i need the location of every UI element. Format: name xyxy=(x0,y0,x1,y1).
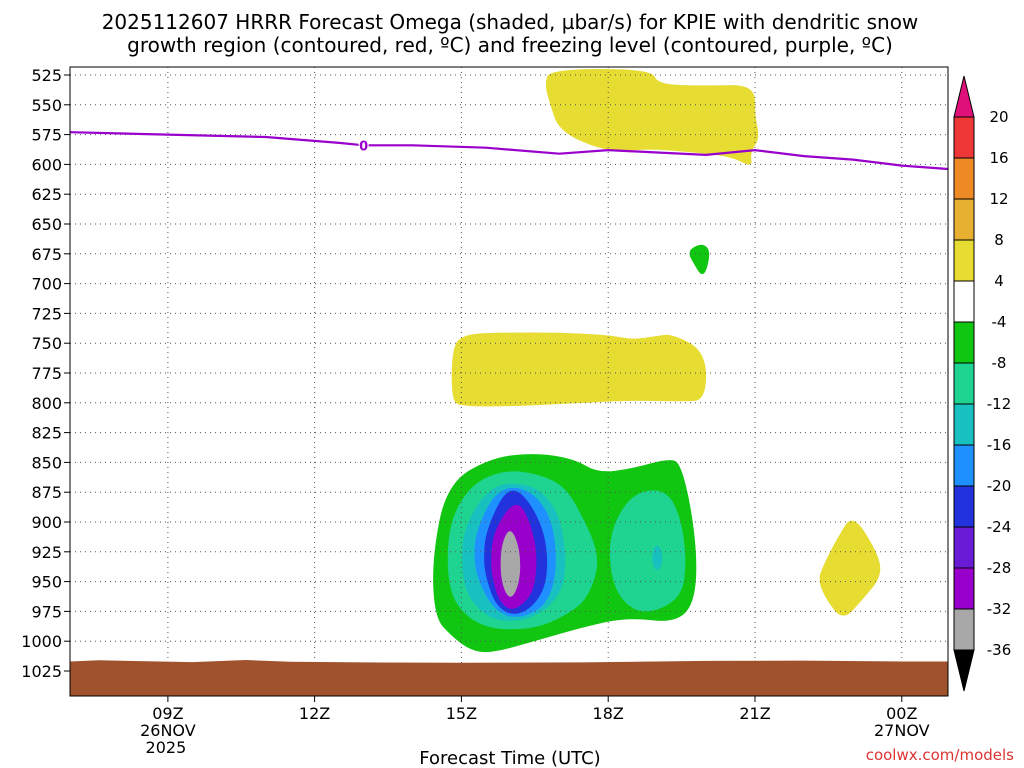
colorbar-tick-label: 4 xyxy=(994,272,1004,290)
shaded-region-small-descent-700 xyxy=(689,244,710,275)
shaded-region-ascent-far-right xyxy=(819,520,881,616)
colorbar-swatch xyxy=(953,526,975,569)
colorbar-swatch xyxy=(953,403,975,446)
shaded-region-mid-ascent-775 xyxy=(451,332,707,407)
y-tick-label: 750 xyxy=(31,334,62,353)
colorbar-swatch xyxy=(953,444,975,487)
y-tick-label: 600 xyxy=(31,155,62,174)
colorbar-swatch xyxy=(953,280,975,323)
y-tick-label: 950 xyxy=(31,573,62,592)
y-tick-label: 825 xyxy=(31,424,62,443)
colorbar-swatch xyxy=(953,608,975,651)
shaded-region-small-cyan-spot xyxy=(652,545,663,570)
y-tick-label: 1000 xyxy=(21,632,62,651)
colorbar-swatch xyxy=(953,198,975,241)
freezing-level-line xyxy=(70,131,948,171)
x-tick-date: 27NOV xyxy=(874,721,930,740)
x-tick-label: 15Z xyxy=(446,704,477,723)
colorbar-over-triangle xyxy=(953,75,975,118)
colorbar-tick-label: -8 xyxy=(992,354,1007,372)
terrain-layer xyxy=(70,660,948,696)
x-axis-label: Forecast Time (UTC) xyxy=(419,748,600,768)
terrain-fill xyxy=(70,660,948,696)
x-tick-label: 00Z xyxy=(886,704,917,723)
colorbar-legend: -36 -32 -28 -24 -20 -16 -12 -8 -4 4 8 12 16 20 xyxy=(953,75,1012,692)
colorbar-tick-label: -4 xyxy=(992,313,1007,331)
y-tick-label: 575 xyxy=(31,126,62,145)
shaded-region-descent-teal-right xyxy=(609,490,686,612)
freezing-level-label-bg xyxy=(358,137,369,152)
y-axis-pressure-ticks: 525 550 575 600 625 650 675 700 725 750 775 800 825 8… xyxy=(21,66,70,681)
colorbar-swatch xyxy=(953,239,975,282)
plot-frame xyxy=(69,66,949,697)
y-tick-label: 850 xyxy=(31,453,62,472)
x-tick-label: 18Z xyxy=(593,704,624,723)
y-tick-label: 775 xyxy=(31,364,62,383)
colorbar-swatch xyxy=(953,567,975,610)
y-tick-label: 700 xyxy=(31,275,62,294)
chart-title-line-2: growth region (contoured, red, ºC) and f… xyxy=(127,33,893,57)
colorbar-swatch xyxy=(953,157,975,200)
x-tick-year: 2025 xyxy=(146,738,187,757)
colorbar-swatch xyxy=(953,321,975,364)
colorbar-swatch xyxy=(953,362,975,405)
colorbar-tick-label: -16 xyxy=(987,436,1012,454)
colorbar-tick-label: -20 xyxy=(987,477,1012,495)
colorbar-tick-label: -12 xyxy=(987,395,1012,413)
colorbar-tick-label: -32 xyxy=(987,600,1012,618)
watermark-text: coolwx.com/models xyxy=(866,746,1014,764)
colorbar-tick-label: -28 xyxy=(987,559,1012,577)
freezing-level-label: 0 xyxy=(359,139,368,154)
x-tick-label: 21Z xyxy=(739,704,770,723)
y-tick-label: 800 xyxy=(31,394,62,413)
x-tick-label: 09Z xyxy=(152,704,183,723)
shaded-region-descent-gray xyxy=(500,531,521,597)
y-tick-label: 675 xyxy=(31,245,62,264)
y-tick-label: 525 xyxy=(31,66,62,85)
y-tick-label: 875 xyxy=(31,483,62,502)
colorbar-tick-label: 16 xyxy=(989,149,1008,167)
colorbar-swatch xyxy=(953,485,975,528)
colorbar-tick-label: -36 xyxy=(987,641,1012,659)
colorbar-tick-label: 12 xyxy=(989,190,1008,208)
y-tick-label: 1025 xyxy=(21,662,62,681)
shaded-region-upper-ascent xyxy=(545,69,759,165)
y-tick-label: 625 xyxy=(31,185,62,204)
colorbar-tick-label: -24 xyxy=(987,518,1012,536)
x-tick-label: 12Z xyxy=(299,704,330,723)
chart-title-line-1: 2025112607 HRRR Forecast Omega (shaded, … xyxy=(102,10,919,34)
colorbar-tick-label: 8 xyxy=(994,231,1004,249)
y-tick-label: 925 xyxy=(31,543,62,562)
omega-shaded-regions xyxy=(433,69,881,653)
y-tick-label: 650 xyxy=(31,215,62,234)
y-tick-label: 975 xyxy=(31,602,62,621)
colorbar-swatch xyxy=(953,116,975,159)
y-tick-label: 550 xyxy=(31,96,62,115)
x-tick-date: 26NOV xyxy=(140,721,196,740)
y-tick-label: 900 xyxy=(31,513,62,532)
y-tick-label: 725 xyxy=(31,304,62,323)
colorbar-tick-label: 20 xyxy=(989,108,1008,126)
freezing-level-layer: 0 xyxy=(70,131,948,171)
colorbar-under-triangle xyxy=(953,649,975,692)
